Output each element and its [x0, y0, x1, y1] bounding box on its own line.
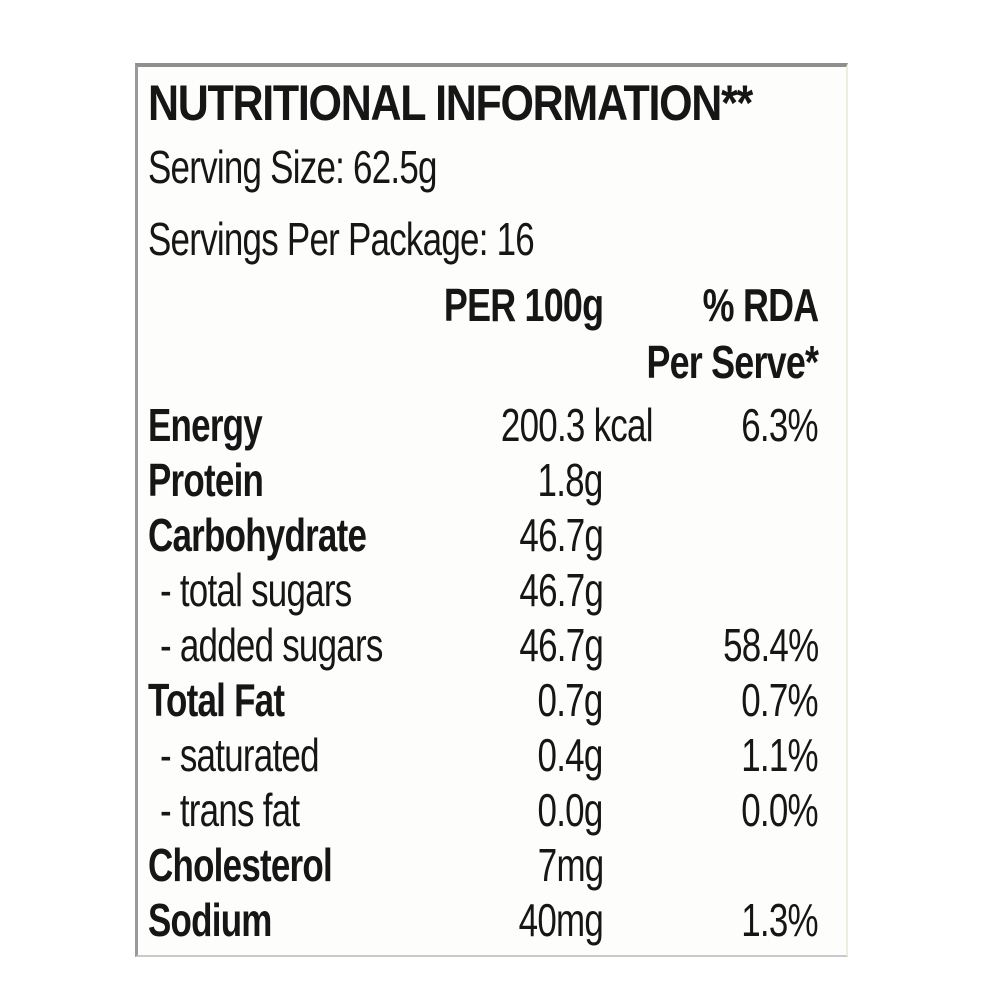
- nutrition-label: NUTRITIONAL INFORMATION** Serving Size: …: [135, 63, 848, 957]
- nutrient-rows: Energy 200.3 kcal 6.3% Protein 1.8g Carb…: [138, 398, 819, 948]
- nutrient-value: 46.7g: [519, 509, 603, 561]
- nutrient-rda: 0.7%: [741, 674, 818, 726]
- nutrient-value: 0.4g: [537, 729, 604, 781]
- nutrient-rda: 1.1%: [741, 729, 818, 781]
- page-title: NUTRITIONAL INFORMATION**: [148, 77, 850, 129]
- nutrient-value: 7mg: [537, 839, 603, 891]
- nutrient-name: Energy: [148, 399, 263, 451]
- nutrient-name: Cholesterol: [148, 839, 333, 891]
- nutrient-value: 40mg: [518, 894, 604, 946]
- servings-per-package-label: Servings Per Package:: [148, 213, 488, 265]
- serving-size: Serving Size: 62.5g: [148, 141, 528, 193]
- nutrient-value: 0.7g: [537, 674, 604, 726]
- nutrient-rda: 1.3%: [741, 894, 818, 946]
- nutrient-value: 1.8g: [537, 454, 604, 506]
- column-header-rda-line2: Per Serve*: [646, 336, 819, 388]
- servings-per-package: Servings Per Package: 16: [148, 213, 656, 265]
- nutrient-rda: 0.0%: [741, 784, 818, 836]
- nutrient-value: 46.7g: [519, 619, 603, 671]
- serving-size-label: Serving Size:: [148, 141, 345, 193]
- nutrient-name: Carbohydrate: [148, 509, 367, 561]
- nutrient-rda: 6.3%: [741, 399, 818, 451]
- nutrient-name: Total Fat: [148, 674, 285, 726]
- column-header-per-100g: PER 100g: [443, 279, 604, 331]
- nutrient-name: - saturated: [160, 729, 320, 781]
- page-title-text: NUTRITIONAL INFORMATION**: [148, 75, 753, 131]
- nutrient-name: - total sugars: [160, 564, 352, 616]
- nutrient-value: 200.3 kcal: [500, 399, 654, 451]
- nutrient-name: Sodium: [148, 894, 272, 946]
- nutrient-rda: 58.4%: [722, 619, 819, 671]
- nutrient-name: - trans fat: [160, 784, 300, 836]
- serving-size-value: 62.5g: [353, 141, 437, 193]
- nutrient-name: - added sugars: [160, 619, 383, 671]
- nutrient-value: 46.7g: [519, 564, 603, 616]
- nutrient-name: Protein: [148, 454, 264, 506]
- column-header-rda-line1: % RDA: [702, 279, 818, 331]
- servings-per-package-value: 16: [496, 213, 535, 265]
- nutrient-value: 0.0g: [537, 784, 604, 836]
